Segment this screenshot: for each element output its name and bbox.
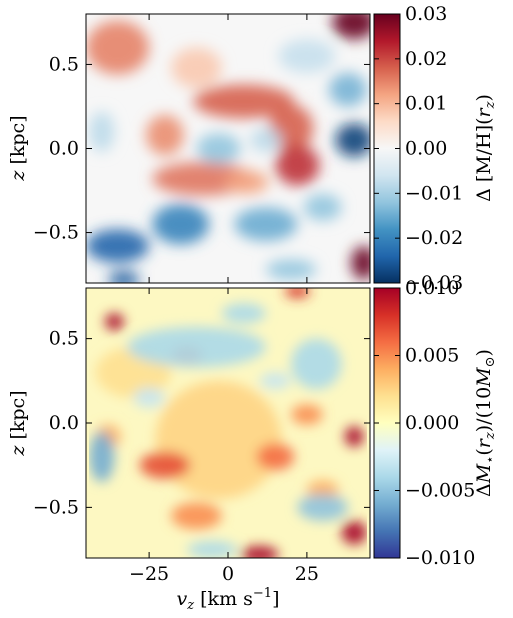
bot-x-tick-label-0: −25 [129,563,169,585]
bot-heat-feature-4 [341,520,367,545]
top-heat-feature-2 [275,145,320,186]
top-colorbar-tick-label-0: 0.03 [405,3,447,25]
top-panel: 0.5 0.0 −0.5 z [kpc] [7,13,371,284]
top-heat-feature-7 [250,128,282,152]
bot-heat-feature-8 [171,502,222,530]
bottom-heatmap [89,288,367,558]
bot-y-tick-label-0: 0.5 [49,328,79,350]
top-y-tick-label-1: 0.0 [49,138,79,160]
top-y-tick-label-0: 0.5 [49,53,79,75]
top-x-ticks [148,14,308,283]
bot-heat-feature-2 [104,313,124,331]
top-heat-feature-4 [145,114,184,156]
bot-heat-feature-7 [256,443,295,471]
top-heat-feature-8 [86,20,150,75]
top-heatmap [86,14,370,283]
top-heat-feature-20 [89,111,115,152]
bot-heat-feature-9 [291,404,323,425]
top-y-tick-label-2: −0.5 [33,222,79,244]
top-heat-feature-12 [335,123,370,157]
bot-y-tick-label-2: −0.5 [33,496,79,518]
top-heat-feature-9 [171,47,222,88]
top-heat-feature-0 [193,84,295,119]
top-heat-feature-18 [265,259,317,280]
bot-heat-feature-21 [259,372,292,390]
bot-x-tick-label-2: 25 [295,563,319,585]
bot-heat-feature-5 [344,426,364,447]
bot-heat-feature-6 [139,451,191,479]
bottom-panel: 0.5 0.0 −0.5 −25 0 25 z [kpc] vz [km s−1] [7,287,371,613]
top-colorbar-tick-label-6: −0.03 [405,272,463,294]
top-y-axis-label: z [kpc] [7,115,29,181]
bot-heat-feature-10 [284,288,311,299]
bottom-colorbar-label: ΔM⋆(rz)/(10M⊙) [473,349,498,497]
top-heat-feature-5 [224,170,270,194]
bot-colorbar-tick-label-2: 0.000 [405,412,459,434]
top-y-ticks: 0.5 0.0 −0.5 [33,53,370,244]
bottom-y-axis-label: z [kpc] [7,390,29,456]
top-colorbar-tick-label-3: 0.00 [405,138,447,160]
top-heat-feature-16 [234,207,298,241]
top-heat-feature-14 [86,229,150,263]
bot-colorbar-tick-label-0: 0.010 [405,277,459,299]
bottom-colorbar-ticks: 0.010 0.005 0.000 −0.005 −0.010 [374,277,475,569]
bot-colorbar-tick-label-1: 0.005 [405,345,459,367]
top-colorbar-tick-label-2: 0.01 [405,93,447,115]
top-heat-feature-10 [332,14,370,40]
top-colorbar-label: Δ [M/H](rz) [473,94,498,202]
bot-heat-feature-3 [240,546,279,558]
bot-heat-feature-19 [133,387,165,408]
bot-heat-feature-16 [89,431,115,483]
bot-colorbar-tick-label-4: −0.010 [405,547,475,569]
top-colorbar-tick-label-1: 0.02 [405,48,447,70]
top-colorbar-tick-label-4: −0.01 [405,182,463,204]
top-colorbar-ticks: 0.03 0.02 0.01 0.00 −0.01 −0.02 −0.03 [374,3,463,294]
top-heat-feature-11 [351,246,370,280]
bottom-x-axis-label: vz [km s−1] [177,586,280,613]
bottom-colorbar: 0.010 0.005 0.000 −0.005 −0.010 ΔM⋆(rz)/(10M… [373,277,498,569]
bottom-x-ticks: −25 0 25 [129,288,319,585]
bot-heat-feature-20 [186,541,238,558]
bot-heat-feature-17 [297,493,348,521]
bot-y-tick-label-1: 0.0 [49,412,79,434]
bot-colorbar-tick-label-3: −0.005 [405,480,475,502]
top-colorbar: 0.03 0.02 0.01 0.00 −0.01 −0.02 −0.03 Δ [M/H](… [373,3,498,294]
bot-x-tick-label-1: 0 [222,563,234,585]
bot-heat-feature-14 [127,326,266,368]
top-heat-feature-13 [328,72,367,107]
top-heat-feature-21 [278,39,336,73]
top-heat-feature-17 [108,271,140,283]
top-colorbar-tick-label-5: −0.02 [405,227,463,249]
bot-heat-feature-18 [221,303,266,324]
bot-heat-feature-15 [291,338,342,390]
top-heat-feature-6 [196,133,241,164]
top-heat-feature-19 [303,193,342,221]
bottom-y-ticks: 0.5 0.0 −0.5 [33,328,370,518]
bot-heat-feature-0 [155,380,282,499]
top-heat-feature-15 [152,203,210,245]
